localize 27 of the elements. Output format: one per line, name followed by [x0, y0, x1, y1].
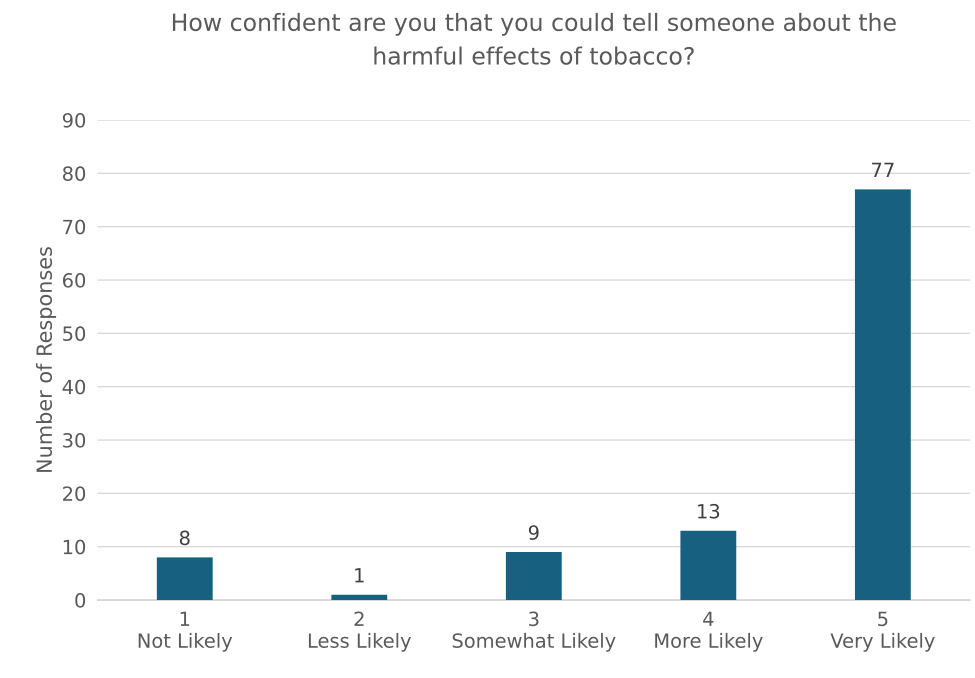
bar [156, 557, 213, 600]
y-tick-label: 0 [75, 592, 86, 608]
y-tick-label: 80 [62, 166, 86, 182]
y-tick-label: 90 [62, 112, 86, 128]
x-tick-label: 5 Very Likely [830, 612, 935, 652]
bar [680, 530, 736, 600]
bar [506, 552, 562, 600]
x-tick-label: 3 Somewhat Likely [452, 611, 616, 652]
bar [854, 189, 911, 600]
chart-title: How confident are you that you could tell someone about the harmful effects of tobacco? [172, 12, 896, 65]
y-tick-label: 70 [63, 220, 86, 234]
y-tick-label: 20 [63, 486, 86, 502]
data-label: 9 [528, 525, 539, 540]
y-tick-label: 40 [62, 380, 86, 394]
x-tick-label: 2 Less Likely [308, 611, 411, 652]
data-label: 1 [355, 568, 364, 582]
y-tick-label: 60 [63, 272, 86, 288]
x-tick-label: 1 Not Likely [138, 612, 232, 652]
x-tick-label: 4 More Likely [655, 612, 763, 652]
y-tick-label: 30 [63, 432, 86, 448]
data-label: 13 [698, 504, 720, 519]
y-tick-label: 10 [64, 540, 86, 554]
data-label: 8 [180, 530, 190, 546]
y-axis-title: Number of Responses [36, 247, 56, 472]
bar [331, 594, 388, 600]
y-tick-label: 50 [63, 326, 86, 342]
data-label: 77 [872, 162, 894, 177]
